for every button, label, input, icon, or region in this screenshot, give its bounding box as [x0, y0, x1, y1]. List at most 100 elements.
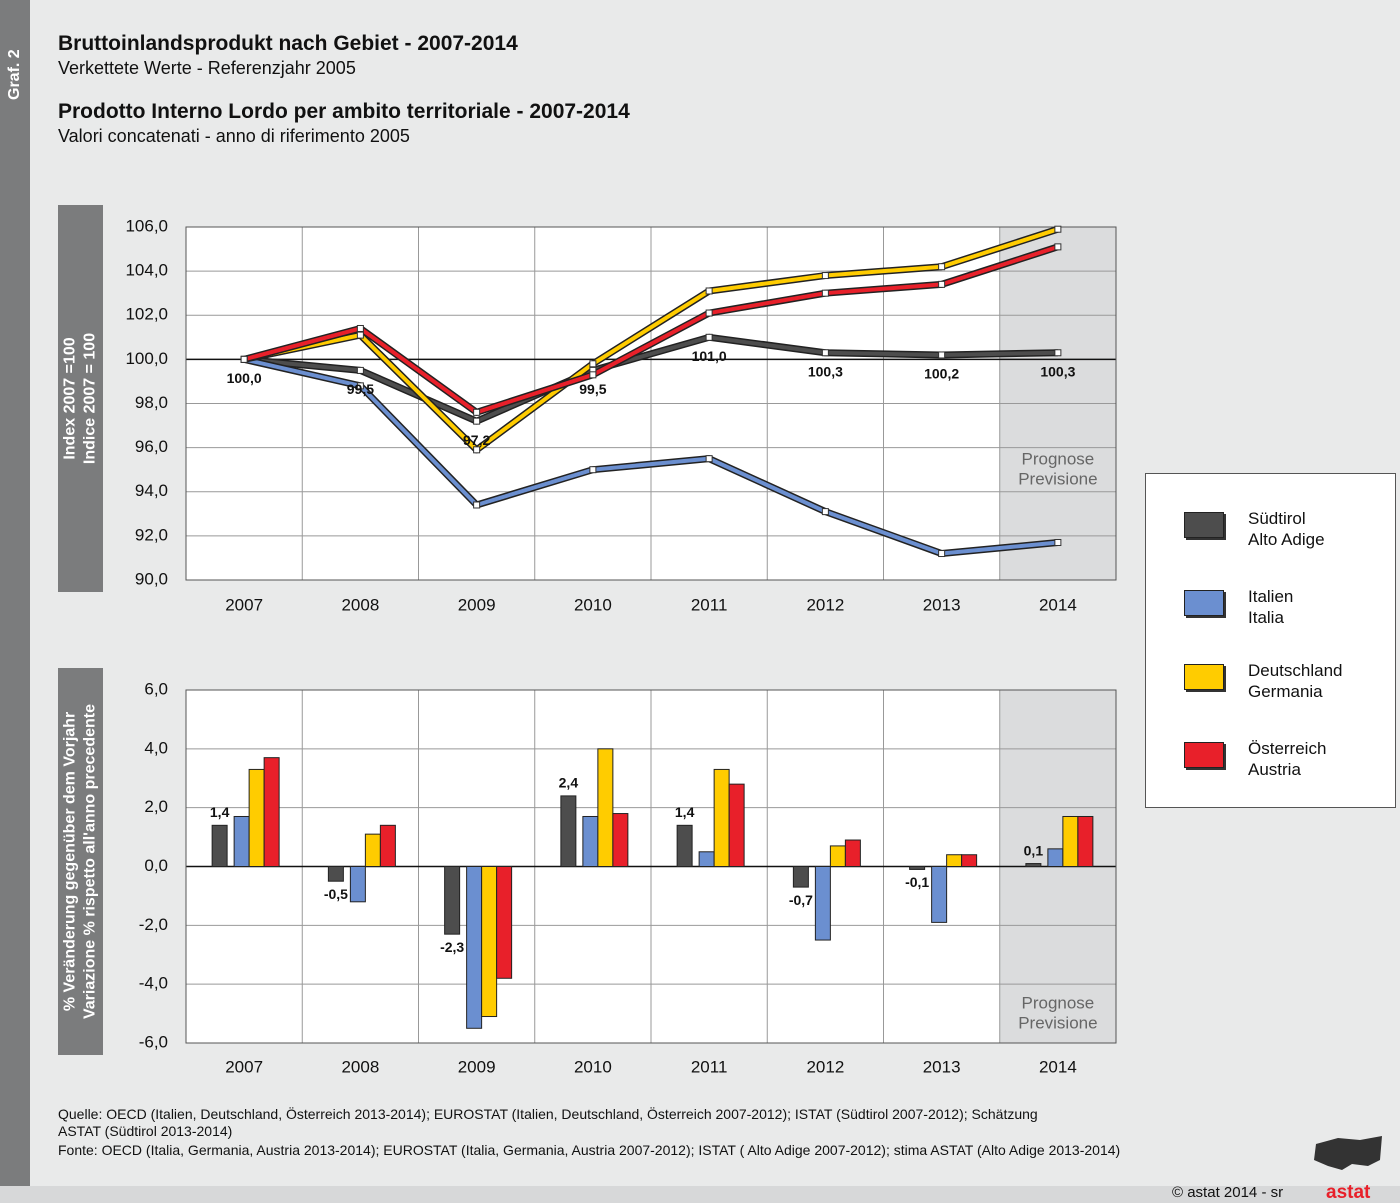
- bar: [1062, 815, 1079, 867]
- bar: [211, 824, 228, 867]
- point: [705, 333, 713, 341]
- legend-label: Deutschland Germania: [1248, 661, 1343, 701]
- y-title: Indice 2007 = 100: [82, 333, 99, 464]
- value-label: 2,4: [559, 775, 579, 791]
- bar: [364, 833, 381, 867]
- title-it: Prodotto Interno Lordo per ambito territ…: [58, 100, 630, 123]
- point: [356, 331, 364, 339]
- bar: [233, 815, 250, 867]
- legend-swatch: [1184, 512, 1224, 538]
- side-strip: [0, 0, 30, 1186]
- bar: [676, 824, 693, 867]
- legend-label: Österreich Austria: [1248, 739, 1327, 779]
- value-label: -0,5: [324, 886, 348, 902]
- value-label: 0,1: [1024, 842, 1044, 858]
- point: [938, 550, 946, 558]
- y-tick-label: 96,0: [135, 437, 168, 456]
- value-label: 100,3: [808, 363, 843, 379]
- point: [938, 351, 946, 359]
- y-tick-label: 6,0: [144, 679, 168, 698]
- bar: [349, 866, 366, 903]
- value-label: 1,4: [210, 804, 230, 820]
- point: [1054, 243, 1062, 251]
- y-tick-label: 106,0: [125, 216, 168, 235]
- charts: Index 2007 =100 Indice 2007 = 100 Prognose…: [58, 205, 1117, 1076]
- y-title-box: [58, 205, 103, 592]
- bar: [829, 845, 846, 867]
- point: [1054, 538, 1062, 546]
- logo-mark: [1314, 1136, 1382, 1170]
- y-tick-label: 90,0: [135, 569, 168, 588]
- line: [243, 244, 1059, 415]
- bar: [909, 866, 926, 870]
- y-tick-label: 92,0: [135, 525, 168, 544]
- bar: [379, 824, 396, 867]
- bar: [481, 866, 498, 1018]
- bar: [597, 748, 614, 867]
- y-tick-label: 94,0: [135, 481, 168, 500]
- y-tick-label: 104,0: [125, 261, 168, 280]
- subtitle-de: Verkettete Werte - Referenzjahr 2005: [58, 58, 356, 78]
- line: [243, 335, 1058, 424]
- value-label: 101,0: [692, 348, 727, 364]
- bar: [1025, 863, 1042, 868]
- logo: astat: [1326, 1182, 1371, 1203]
- point: [938, 263, 946, 271]
- y-tick-label: 4,0: [144, 738, 168, 757]
- plot-frame: [185, 226, 1117, 581]
- legend-swatch: [1184, 742, 1224, 768]
- bar: [1077, 815, 1094, 867]
- x-tick-label: 2012: [806, 1057, 844, 1076]
- bar: [263, 757, 280, 867]
- x-tick-label: 2013: [923, 1057, 961, 1076]
- y-tick-label: -6,0: [139, 1032, 168, 1051]
- forecast-label: Previsione: [1018, 469, 1097, 488]
- legend-label: Italien Italia: [1248, 587, 1294, 627]
- bar: [844, 839, 861, 868]
- x-tick-label: 2012: [806, 595, 844, 614]
- subtitle-it: Valori concatenati - anno di riferimento…: [58, 126, 410, 146]
- value-label: -0,7: [789, 892, 813, 908]
- value-label: -2,3: [440, 939, 464, 955]
- y-tick-label: 98,0: [135, 393, 168, 412]
- bar: [814, 866, 831, 941]
- value-label: 100,0: [227, 370, 262, 386]
- y-tick-label: 2,0: [144, 797, 168, 816]
- point: [356, 324, 364, 332]
- x-tick-label: 2010: [574, 595, 612, 614]
- bar: [713, 768, 730, 867]
- x-tick-label: 2011: [691, 1057, 728, 1076]
- point: [821, 508, 829, 516]
- point: [589, 360, 597, 368]
- point: [240, 355, 248, 363]
- x-tick-label: 2013: [923, 595, 961, 614]
- x-tick-label: 2014: [1039, 1057, 1077, 1076]
- y-tick-label: 100,0: [125, 349, 168, 368]
- point: [821, 272, 829, 280]
- point: [821, 289, 829, 297]
- point: [705, 309, 713, 317]
- x-tick-label: 2008: [341, 1057, 379, 1076]
- bar: [728, 783, 745, 868]
- point: [1054, 349, 1062, 357]
- point: [589, 371, 597, 379]
- point: [473, 501, 481, 509]
- point: [705, 287, 713, 295]
- x-tick-label: 2011: [691, 595, 728, 614]
- value-label: 100,2: [924, 366, 959, 382]
- x-tick-label: 2007: [225, 1057, 263, 1076]
- source-line: Fonte: OECD (Italia, Germania, Austria 2…: [58, 1142, 1121, 1158]
- value-label: 99,5: [347, 381, 374, 397]
- value-label: 97,2: [463, 432, 490, 448]
- legend-swatch: [1184, 664, 1224, 690]
- y-title: Index 2007 =100: [62, 337, 79, 459]
- x-tick-label: 2007: [225, 595, 263, 614]
- logo-shape: [1314, 1136, 1382, 1170]
- bar: [961, 854, 978, 868]
- bar: [582, 815, 599, 867]
- value-label: 100,3: [1040, 363, 1075, 379]
- point: [473, 446, 481, 454]
- y-tick-label: 0,0: [144, 856, 168, 875]
- y-tick-label: -2,0: [139, 915, 168, 934]
